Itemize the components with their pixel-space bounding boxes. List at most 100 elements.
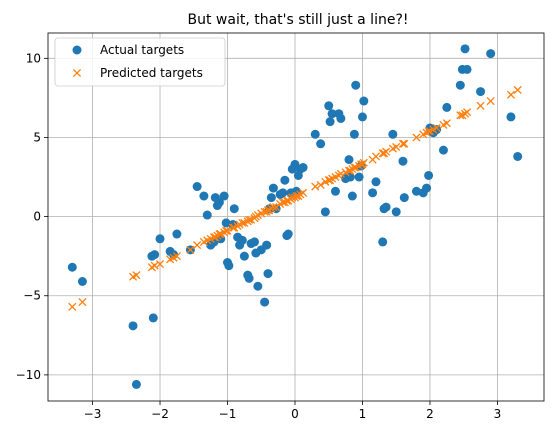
actual-point: [268, 183, 278, 193]
actual-point: [349, 129, 359, 139]
actual-point: [347, 191, 357, 201]
predicted-point: [222, 226, 231, 235]
actual-point: [391, 207, 401, 217]
actual-point: [192, 182, 202, 192]
actual-point: [455, 80, 465, 90]
actual-point: [357, 112, 367, 122]
predicted-point: [311, 182, 320, 191]
actual-point: [237, 235, 247, 245]
predicted-point: [155, 260, 165, 269]
predicted-point: [442, 119, 451, 128]
actual-point: [224, 261, 234, 271]
predicted-point: [463, 108, 472, 117]
legend-label-actual: Actual targets: [100, 43, 184, 57]
actual-point: [344, 155, 354, 165]
actual-point: [260, 297, 270, 307]
actual-point: [229, 204, 239, 214]
data-series: [67, 44, 523, 389]
predicted-point: [350, 163, 359, 172]
x-tick-label: 1: [359, 407, 367, 421]
actual-point: [325, 117, 335, 127]
actual-point: [462, 64, 472, 74]
predicted-point: [412, 133, 421, 142]
actual-point: [476, 87, 486, 97]
predicted-point: [269, 203, 278, 212]
x-tick-label: 3: [494, 407, 502, 421]
predicted-point: [215, 229, 224, 239]
actual-point: [486, 49, 496, 59]
actual-point: [411, 186, 421, 196]
actual-point: [219, 191, 229, 201]
predicted-point: [193, 241, 202, 250]
legend-marker-predicted: [72, 68, 82, 78]
legend-label-predicted: Predicted targets: [100, 66, 203, 80]
chart-title: But wait, that's still just a line?!: [188, 12, 409, 28]
legend-box: [54, 37, 226, 87]
predicted-point: [371, 152, 381, 161]
y-tick-label: −10: [16, 368, 41, 382]
actual-point: [249, 237, 259, 247]
actual-point: [432, 125, 442, 135]
predicted-point: [316, 180, 325, 190]
actual-point: [214, 197, 224, 207]
x-axis-ticks: −3 −2 −1 0 1 2 3: [84, 401, 502, 421]
actual-point: [506, 112, 516, 122]
actual-point: [359, 96, 369, 106]
predicted-point: [456, 111, 465, 120]
grid-lines: [48, 33, 544, 401]
actual-point: [381, 202, 391, 212]
actual-point: [262, 240, 272, 250]
y-tick-label: 5: [33, 130, 41, 144]
predicted-point: [424, 127, 433, 136]
predicted-point: [78, 298, 87, 307]
actual-point: [398, 156, 408, 166]
actual-point: [283, 229, 293, 239]
actual-point: [378, 237, 388, 247]
actual-point: [399, 193, 409, 203]
x-tick-label: −3: [84, 407, 102, 421]
actual-point: [368, 188, 378, 198]
predicted-point: [238, 218, 247, 227]
actual-point: [221, 218, 231, 228]
actual-point: [155, 234, 165, 244]
x-tick-label: −1: [219, 407, 237, 421]
predicted-point: [223, 226, 232, 235]
legend-x-marker: [72, 68, 82, 78]
legend-circle-marker: [72, 45, 82, 55]
actual-point: [324, 101, 334, 111]
actual-point: [442, 102, 452, 112]
actual-point: [354, 172, 364, 182]
actual-point: [77, 276, 87, 286]
x-tick-label: −2: [151, 407, 169, 421]
actual-point: [298, 163, 308, 173]
y-tick-label: 10: [26, 51, 41, 65]
predicted-point: [486, 97, 495, 106]
predicted-point: [299, 188, 308, 197]
legend: Actual targets Predicted targets: [54, 37, 226, 87]
actual-point: [371, 177, 381, 187]
legend-marker-actual: [72, 45, 82, 55]
predicted-point: [398, 139, 408, 148]
actual-point: [199, 191, 209, 201]
actual-point: [253, 281, 263, 291]
predicted-point: [172, 252, 181, 261]
actual-point: [278, 188, 288, 198]
predicted-point: [382, 147, 391, 156]
x-tick-label: 0: [291, 407, 299, 421]
predicted-point: [186, 245, 195, 254]
predicted-point: [68, 302, 77, 311]
actual-point: [330, 186, 340, 196]
actual-point: [67, 262, 77, 272]
actual-point: [266, 193, 276, 203]
predicted-point: [392, 142, 401, 152]
actual-point: [438, 145, 448, 155]
predicted-point: [476, 101, 485, 110]
actual-point: [131, 379, 141, 389]
actual-point: [513, 151, 523, 161]
actual-point: [202, 210, 212, 220]
y-tick-label: −5: [23, 289, 41, 303]
actual-point: [316, 139, 326, 149]
actual-point: [263, 269, 273, 279]
actual-point: [280, 175, 290, 185]
predicted-point: [513, 85, 522, 95]
